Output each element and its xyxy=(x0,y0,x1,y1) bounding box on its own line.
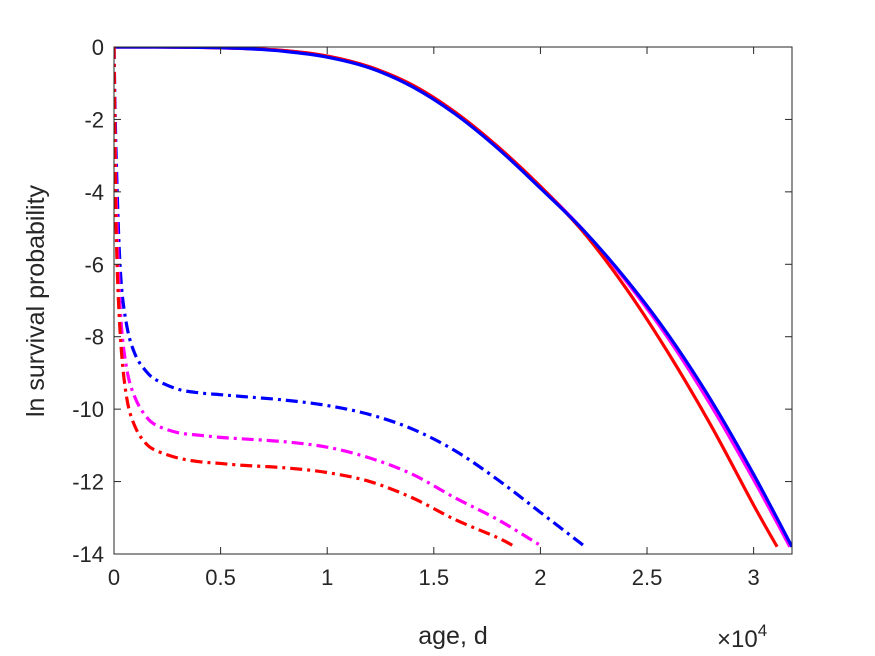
x-tick-label: 0 xyxy=(108,565,120,590)
plot-frame xyxy=(113,46,793,555)
y-axis-label: ln survival probability xyxy=(22,184,50,417)
y-tick-label: -14 xyxy=(72,542,104,567)
x-tick-label: 1.5 xyxy=(419,565,450,590)
x-axis-label: age, d xyxy=(418,622,488,650)
y-tick-label: 0 xyxy=(92,35,104,60)
y-tick-label: -12 xyxy=(72,470,104,495)
y-tick-label: -10 xyxy=(72,397,104,422)
x-tick-label: 2.5 xyxy=(632,565,663,590)
ticks-layer: 0 0.5 1 1.5 2 2.5 3 0 -2 -4 -6 -8 -10 -12 -14 xyxy=(72,35,792,590)
series-layer xyxy=(114,47,792,549)
x-exponent-label: ×104 xyxy=(717,621,767,653)
x-tick-label: 3 xyxy=(747,565,759,590)
series-line-blue-solid xyxy=(114,47,792,548)
y-tick-label: -2 xyxy=(84,107,104,132)
x-tick-label: 0.5 xyxy=(205,565,236,590)
series-line-blue-dashdot xyxy=(114,47,587,549)
series-line-magenta-dashdot xyxy=(114,47,544,549)
y-tick-label: -4 xyxy=(84,180,104,205)
y-tick-label: -8 xyxy=(84,325,104,350)
x-exponent-power: 4 xyxy=(758,621,767,640)
x-tick-label: 2 xyxy=(534,565,546,590)
x-tick-label: 1 xyxy=(321,565,333,590)
series-line-red-dashdot xyxy=(114,47,516,549)
plot-area xyxy=(114,47,792,554)
y-tick-label: -6 xyxy=(84,252,104,277)
x-exponent-base: ×10 xyxy=(717,626,758,653)
